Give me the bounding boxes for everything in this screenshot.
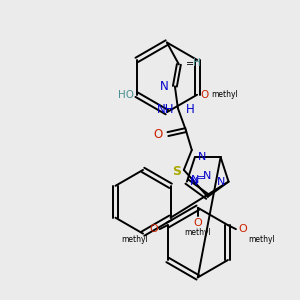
Text: N: N bbox=[160, 80, 169, 93]
Text: N: N bbox=[190, 177, 198, 187]
Text: N: N bbox=[198, 152, 206, 162]
Text: =: = bbox=[197, 173, 205, 183]
Text: H: H bbox=[186, 103, 195, 116]
Text: H: H bbox=[193, 58, 201, 68]
Text: methyl: methyl bbox=[184, 228, 211, 237]
Text: O: O bbox=[194, 218, 202, 228]
Text: N: N bbox=[203, 171, 211, 181]
Text: O: O bbox=[238, 224, 247, 234]
Text: HO: HO bbox=[118, 90, 134, 100]
Text: methyl: methyl bbox=[248, 235, 274, 244]
Text: O: O bbox=[154, 128, 163, 141]
Text: O: O bbox=[149, 224, 158, 234]
Text: O: O bbox=[200, 90, 208, 100]
Text: methyl: methyl bbox=[211, 90, 238, 99]
Text: NH: NH bbox=[156, 103, 174, 116]
Text: S: S bbox=[172, 165, 181, 178]
Text: N: N bbox=[217, 177, 226, 187]
Text: methyl: methyl bbox=[121, 235, 148, 244]
Text: =: = bbox=[186, 59, 194, 69]
Text: N: N bbox=[191, 175, 199, 185]
